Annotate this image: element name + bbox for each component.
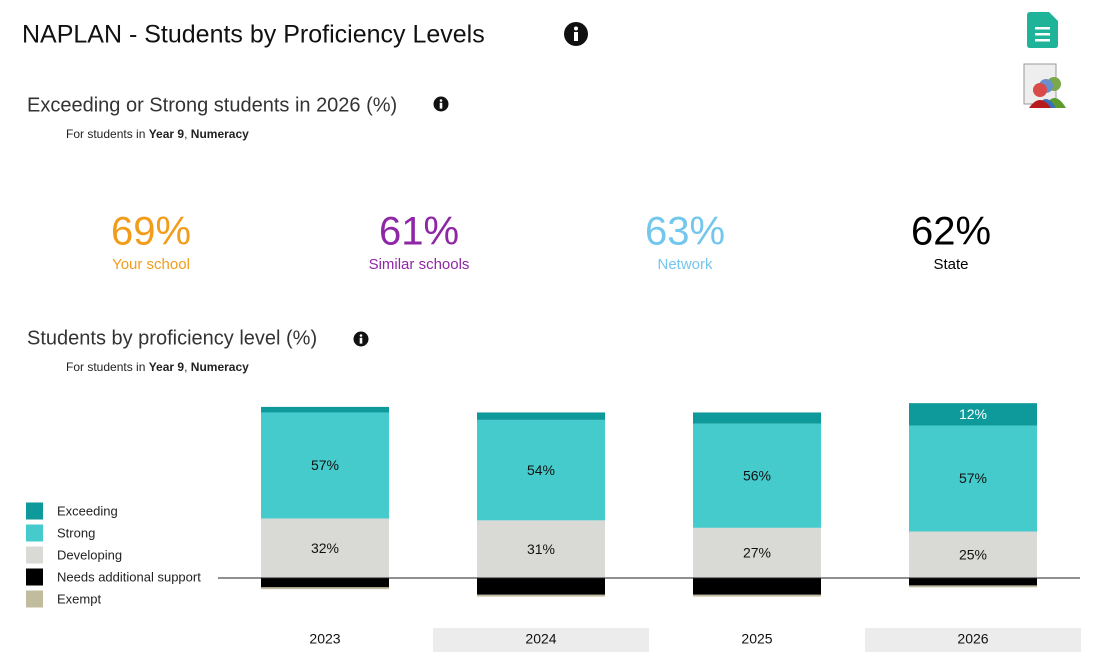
category-band [865, 628, 1081, 652]
page-title: NAPLAN - Students by Proficiency Levels [22, 21, 485, 49]
x-tick-label: 2026 [957, 631, 988, 647]
data-label: 12% [959, 406, 987, 422]
bar-segment [477, 520, 605, 578]
chart-title: Students by proficiency level (%) [27, 327, 317, 349]
bar-segment [693, 423, 821, 528]
kpi-value: 62% [911, 210, 991, 254]
subtitle-prefix: For students in [66, 360, 145, 374]
data-label: 27% [743, 545, 771, 561]
bar-segment [477, 412, 605, 420]
bar-segment [693, 527, 821, 578]
report-icon[interactable] [1027, 12, 1058, 48]
subtitle-subject: Numeracy [191, 127, 249, 141]
kpi-label: Similar schools [369, 256, 470, 273]
legend-label: Needs additional support [57, 569, 201, 584]
section-title: Exceeding or Strong students in 2026 (%) [27, 94, 397, 116]
subtitle-separator: , [184, 360, 187, 374]
bar-segment [909, 425, 1037, 532]
kpi-value: 69% [111, 210, 191, 254]
kpi-row: 69% Your school 61% Similar schools 63% Netwo… [111, 210, 991, 273]
bar-segment [909, 531, 1037, 578]
info-icon[interactable] [353, 331, 369, 347]
category-band [433, 628, 649, 652]
kpi-label: Your school [112, 256, 190, 273]
subtitle-year: Year 9 [149, 127, 185, 141]
subtitle-subject: Numeracy [191, 360, 249, 374]
x-tick-label: 2023 [309, 631, 340, 647]
bar-segment [261, 412, 389, 519]
chart-subtitle: For students in Year 9, Numeracy [66, 360, 249, 374]
data-label: 25% [959, 546, 987, 562]
legend-swatch [26, 546, 43, 564]
bar-segment [261, 406, 389, 413]
subtitle-prefix: For students in [66, 127, 145, 141]
chart: 2023 2024 2025 2026 32% 57% 31% 54% 27% 56% 25% 57%… [26, 403, 1081, 652]
kpi-label: Network [657, 256, 713, 273]
section-subtitle: For students in Year 9, Numeracy [66, 127, 249, 141]
bar-segment [261, 587, 389, 590]
bar-segment [261, 518, 389, 578]
bar-segment [477, 594, 605, 597]
legend-swatch [26, 568, 43, 586]
x-tick-label: 2025 [741, 631, 772, 647]
legend-swatch [26, 524, 43, 542]
data-label: 31% [527, 541, 555, 557]
data-label: 57% [311, 457, 339, 473]
bar-segment [909, 585, 1037, 588]
data-label: 57% [959, 470, 987, 486]
kpi-label: State [933, 256, 968, 273]
bar-segment [693, 578, 821, 595]
data-label: 56% [743, 467, 771, 483]
bar-segment [477, 419, 605, 521]
bar-segment [261, 578, 389, 588]
data-label: 54% [527, 462, 555, 478]
legend-label: Strong [57, 525, 95, 540]
data-label: 32% [311, 540, 339, 556]
legend-label: Exempt [57, 591, 101, 606]
legend-swatch [26, 502, 43, 520]
legend-swatch [26, 590, 43, 608]
bar-segment [693, 594, 821, 597]
kpi-value: 61% [379, 210, 459, 254]
info-icon[interactable] [433, 96, 449, 112]
info-icon[interactable] [564, 22, 588, 46]
bar-segment [477, 578, 605, 595]
kpi-value: 63% [645, 210, 725, 254]
x-tick-label: 2024 [525, 631, 556, 647]
bar-segment [909, 403, 1037, 426]
subtitle-year: Year 9 [149, 360, 185, 374]
students-icon[interactable] [1023, 63, 1066, 108]
bar-segment [693, 412, 821, 424]
bar-segment [909, 578, 1037, 586]
legend-label: Exceeding [57, 503, 118, 518]
subtitle-separator: , [184, 127, 187, 141]
legend-label: Developing [57, 547, 122, 562]
